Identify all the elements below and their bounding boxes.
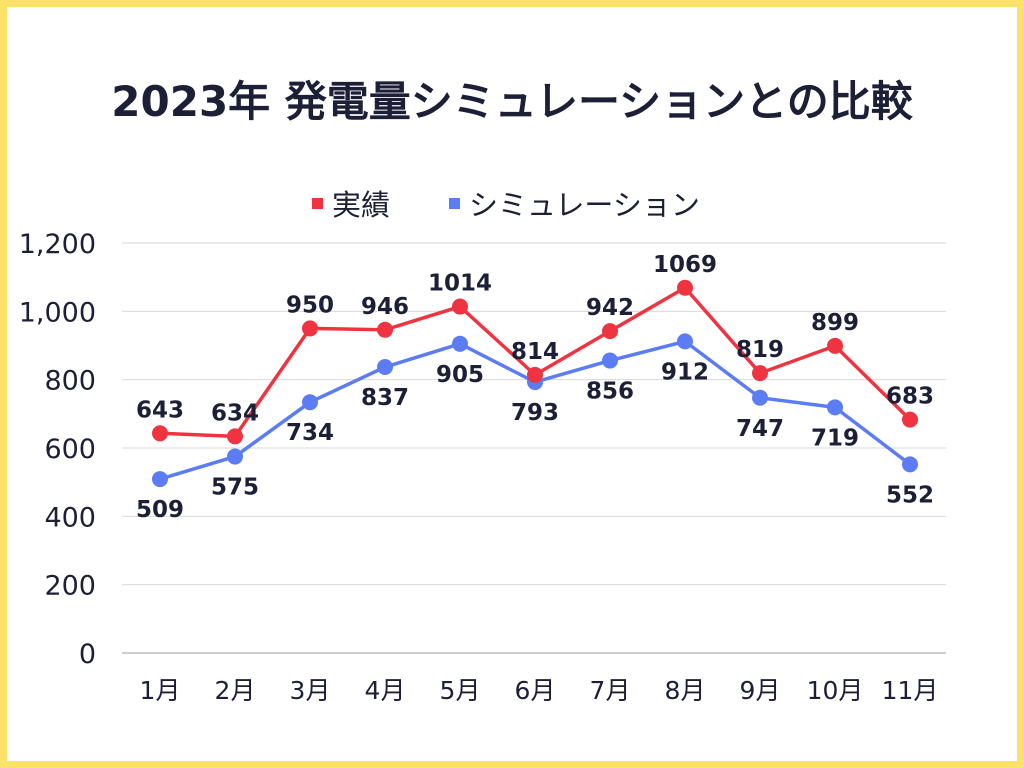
data-point: [827, 337, 843, 354]
data-point: [452, 298, 468, 315]
data-label: 942: [586, 295, 634, 321]
y-axis-ticks: 0 200 400 600 800 1,000 1,200: [19, 229, 96, 670]
data-label: 946: [361, 294, 409, 320]
x-tick-label: 3月: [290, 676, 331, 705]
x-tick-label: 1月: [140, 676, 181, 705]
data-labels: 643 634 950 946 1014 814 942 1069 819 899 683 509 57…: [136, 252, 934, 523]
data-label: 734: [286, 420, 334, 446]
data-label: 856: [586, 379, 634, 405]
data-label: 899: [811, 310, 859, 336]
data-label: 1014: [428, 271, 492, 297]
data-label: 747: [736, 416, 784, 442]
legend-label: シミュレーション: [469, 188, 700, 222]
data-label: 814: [511, 339, 559, 365]
data-point: [227, 448, 243, 465]
data-label: 950: [286, 292, 334, 318]
x-tick-label: 11月: [882, 676, 939, 705]
data-label: 819: [736, 337, 784, 363]
y-tick-label: 1,200: [19, 229, 96, 260]
data-point: [602, 352, 618, 369]
data-point: [602, 323, 618, 340]
data-label: 1069: [653, 252, 717, 278]
x-tick-label: 6月: [515, 676, 556, 705]
x-tick-label: 2月: [215, 676, 256, 705]
y-tick-label: 800: [44, 366, 96, 397]
data-point: [752, 365, 768, 382]
legend-marker: [312, 198, 323, 209]
chart-legend: 実績 シミュレーション: [312, 188, 700, 222]
x-tick-label: 5月: [440, 676, 481, 705]
x-tick-label: 9月: [740, 676, 781, 705]
x-tick-label: 7月: [590, 676, 631, 705]
data-point: [377, 321, 393, 338]
y-tick-label: 0: [79, 639, 96, 670]
data-point: [902, 456, 918, 473]
data-label: 905: [436, 362, 484, 388]
data-label: 683: [886, 384, 934, 410]
data-point: [377, 359, 393, 376]
x-axis-ticks: 1月 2月 3月 4月 5月 6月 7月 8月 9月 10月 11月: [140, 676, 939, 705]
data-point: [677, 333, 693, 350]
y-tick-label: 1,000: [19, 297, 96, 328]
y-tick-label: 600: [44, 434, 96, 465]
data-label: 575: [211, 475, 259, 501]
data-point: [302, 394, 318, 411]
y-tick-label: 400: [44, 502, 96, 533]
data-point: [452, 335, 468, 352]
x-tick-label: 4月: [365, 676, 406, 705]
data-point: [152, 425, 168, 442]
data-point: [152, 471, 168, 488]
data-label: 912: [661, 359, 709, 385]
data-label: 643: [136, 397, 184, 423]
data-label: 837: [361, 385, 409, 411]
data-point: [752, 389, 768, 406]
data-label: 634: [211, 400, 259, 426]
data-label: 509: [136, 497, 184, 523]
data-point: [902, 411, 918, 428]
data-point: [827, 399, 843, 416]
legend-label: 実績: [332, 188, 390, 222]
x-tick-label: 8月: [665, 676, 706, 705]
data-label: 719: [811, 425, 859, 451]
data-label: 552: [886, 482, 934, 508]
data-point: [302, 320, 318, 337]
x-tick-label: 10月: [807, 676, 864, 705]
series-lines: [152, 279, 918, 488]
data-point: [227, 428, 243, 445]
data-point: [527, 366, 543, 383]
y-tick-label: 200: [44, 571, 96, 602]
legend-marker: [449, 198, 460, 209]
chart-title: 2023年 発電量シミュレーションとの比較: [111, 77, 913, 126]
data-label: 793: [511, 400, 559, 426]
data-point: [677, 279, 693, 296]
